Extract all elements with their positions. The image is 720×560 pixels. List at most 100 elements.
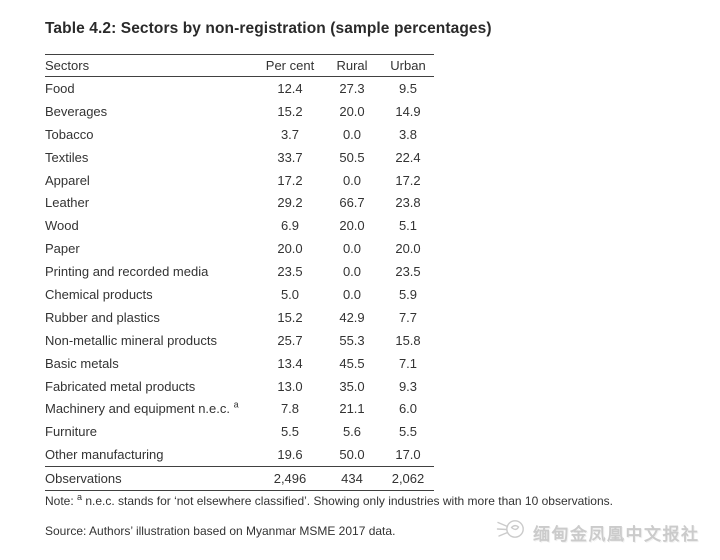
rural-cell: 20.0 bbox=[339, 218, 365, 234]
table-row: Fabricated metal products 13.0 35.0 9.3 bbox=[45, 375, 434, 398]
per-cent-cell: 5.0 bbox=[280, 286, 300, 302]
per-cent-cell: 13.0 bbox=[277, 378, 303, 394]
sector-cell: Tobacco bbox=[45, 126, 94, 142]
table-row: Paper 20.0 0.0 20.0 bbox=[45, 237, 434, 260]
rural-cell: 0.0 bbox=[342, 241, 362, 257]
rural-cell: 0.0 bbox=[342, 172, 362, 188]
rural-cell: 27.3 bbox=[339, 80, 365, 96]
sector-cell: Furniture bbox=[45, 424, 98, 440]
table-row: Food 12.4 27.3 9.5 bbox=[45, 77, 434, 100]
per-cent-cell: 33.7 bbox=[277, 149, 303, 165]
sector-cell: Machinery and equipment n.e.c. a bbox=[45, 400, 239, 417]
table-caption: Table 4.2: Sectors by non-registration (… bbox=[45, 20, 492, 37]
per-cent-cell: 20.0 bbox=[277, 241, 303, 257]
rural-cell: 42.9 bbox=[339, 309, 365, 325]
sector-cell: Wood bbox=[45, 218, 79, 234]
per-cent-cell: 6.9 bbox=[280, 218, 300, 234]
rural-cell: 21.1 bbox=[339, 401, 365, 417]
sector-cell: Basic metals bbox=[45, 355, 119, 371]
urban-cell: 3.8 bbox=[398, 126, 418, 142]
urban-cell: 14.9 bbox=[395, 103, 421, 119]
per-cent-cell: 15.2 bbox=[277, 103, 303, 119]
observations-label: Observations bbox=[45, 466, 258, 492]
table-row: Chemical products 5.0 0.0 5.9 bbox=[45, 283, 434, 306]
urban-cell: 6.0 bbox=[398, 401, 418, 417]
per-cent-cell: 7.8 bbox=[280, 401, 300, 417]
table-row: Machinery and equipment n.e.c. a 7.8 21.1 6… bbox=[45, 397, 434, 420]
per-cent-cell: 12.4 bbox=[277, 80, 303, 96]
watermark-text: 缅甸金凤凰中文报社 bbox=[533, 525, 700, 544]
urban-cell: 17.2 bbox=[395, 172, 421, 188]
per-cent-cell: 23.5 bbox=[277, 264, 303, 280]
rural-cell: 20.0 bbox=[339, 103, 365, 119]
sector-superscript: a bbox=[233, 400, 239, 411]
rural-cell: 50.5 bbox=[339, 149, 365, 165]
per-cent-cell: 19.6 bbox=[277, 447, 303, 463]
sector-cell: Paper bbox=[45, 241, 80, 257]
table-row: Rubber and plastics 15.2 42.9 7.7 bbox=[45, 306, 434, 329]
observations-urban: 2,062 bbox=[382, 466, 434, 492]
per-cent-cell: 15.2 bbox=[277, 309, 303, 325]
rural-cell: 5.6 bbox=[342, 424, 362, 440]
col-header-sectors: Sectors bbox=[45, 54, 258, 77]
note-prefix: Note: bbox=[45, 494, 78, 508]
watermark: 缅甸金凤凰中文报社 bbox=[496, 517, 700, 548]
table-body: Food 12.4 27.3 9.5 Beverages 15.2 20.0 14.9 Toba… bbox=[45, 77, 434, 467]
rural-cell: 55.3 bbox=[339, 332, 365, 348]
sector-cell: Apparel bbox=[45, 172, 90, 188]
note-superscript: a bbox=[77, 492, 83, 502]
rural-cell: 0.0 bbox=[342, 264, 362, 280]
rural-cell: 66.7 bbox=[339, 195, 365, 211]
col-header-urban: Urban bbox=[382, 54, 434, 77]
urban-cell: 15.8 bbox=[395, 332, 421, 348]
urban-cell: 23.8 bbox=[395, 195, 421, 211]
col-header-rural: Rural bbox=[322, 54, 382, 77]
urban-cell: 22.4 bbox=[395, 149, 421, 165]
per-cent-cell: 29.2 bbox=[277, 195, 303, 211]
sector-cell: Other manufacturing bbox=[45, 447, 164, 463]
observations-rural: 434 bbox=[322, 466, 382, 492]
sector-cell: Textiles bbox=[45, 149, 89, 165]
observations-row: Observations 2,496 434 2,062 bbox=[45, 466, 434, 492]
phoenix-logo-icon bbox=[496, 517, 526, 548]
sectors-table: Sectors Per cent Rural Urban Food 12.4 27.… bbox=[45, 54, 434, 492]
table-row: Textiles 33.7 50.5 22.4 bbox=[45, 146, 434, 169]
per-cent-cell: 13.4 bbox=[277, 355, 303, 371]
sector-cell: Leather bbox=[45, 195, 90, 211]
table-row: Tobacco 3.7 0.0 3.8 bbox=[45, 123, 434, 146]
per-cent-cell: 25.7 bbox=[277, 332, 303, 348]
sector-cell: Printing and recorded media bbox=[45, 264, 209, 280]
table-row: Basic metals 13.4 45.5 7.1 bbox=[45, 352, 434, 375]
table-source: Source: Authors’ illustration based on M… bbox=[45, 524, 396, 538]
table-header-row: Sectors Per cent Rural Urban bbox=[45, 54, 434, 77]
per-cent-cell: 3.7 bbox=[280, 126, 300, 142]
table-row: Wood 6.9 20.0 5.1 bbox=[45, 214, 434, 237]
urban-cell: 20.0 bbox=[395, 241, 421, 257]
sector-cell: Food bbox=[45, 80, 75, 96]
table-row: Other manufacturing 19.6 50.0 17.0 bbox=[45, 443, 434, 466]
table-row: Printing and recorded media 23.5 0.0 23.5 bbox=[45, 260, 434, 283]
table-note: Note: a n.e.c. stands for ‘not elsewhere… bbox=[45, 492, 613, 509]
urban-cell: 7.7 bbox=[398, 309, 418, 325]
col-header-per-cent: Per cent bbox=[258, 54, 322, 77]
rural-cell: 50.0 bbox=[339, 447, 365, 463]
note-text: n.e.c. stands for ‘not elsewhere classif… bbox=[82, 494, 613, 508]
table-row: Furniture 5.5 5.6 5.5 bbox=[45, 420, 434, 443]
per-cent-cell: 5.5 bbox=[280, 424, 300, 440]
table-row: Apparel 17.2 0.0 17.2 bbox=[45, 169, 434, 192]
urban-cell: 23.5 bbox=[395, 264, 421, 280]
table-row: Non-metallic mineral products 25.7 55.3 15.… bbox=[45, 329, 434, 352]
sector-cell: Beverages bbox=[45, 103, 108, 119]
rural-cell: 35.0 bbox=[339, 378, 365, 394]
per-cent-cell: 17.2 bbox=[277, 172, 303, 188]
urban-cell: 5.9 bbox=[398, 286, 418, 302]
urban-cell: 9.3 bbox=[398, 378, 418, 394]
urban-cell: 5.5 bbox=[398, 424, 418, 440]
rural-cell: 45.5 bbox=[339, 355, 365, 371]
table-row: Beverages 15.2 20.0 14.9 bbox=[45, 100, 434, 123]
urban-cell: 17.0 bbox=[395, 447, 421, 463]
sector-cell: Rubber and plastics bbox=[45, 309, 160, 325]
sector-cell: Fabricated metal products bbox=[45, 378, 196, 394]
urban-cell: 9.5 bbox=[398, 80, 418, 96]
observations-per-cent: 2,496 bbox=[258, 466, 322, 492]
